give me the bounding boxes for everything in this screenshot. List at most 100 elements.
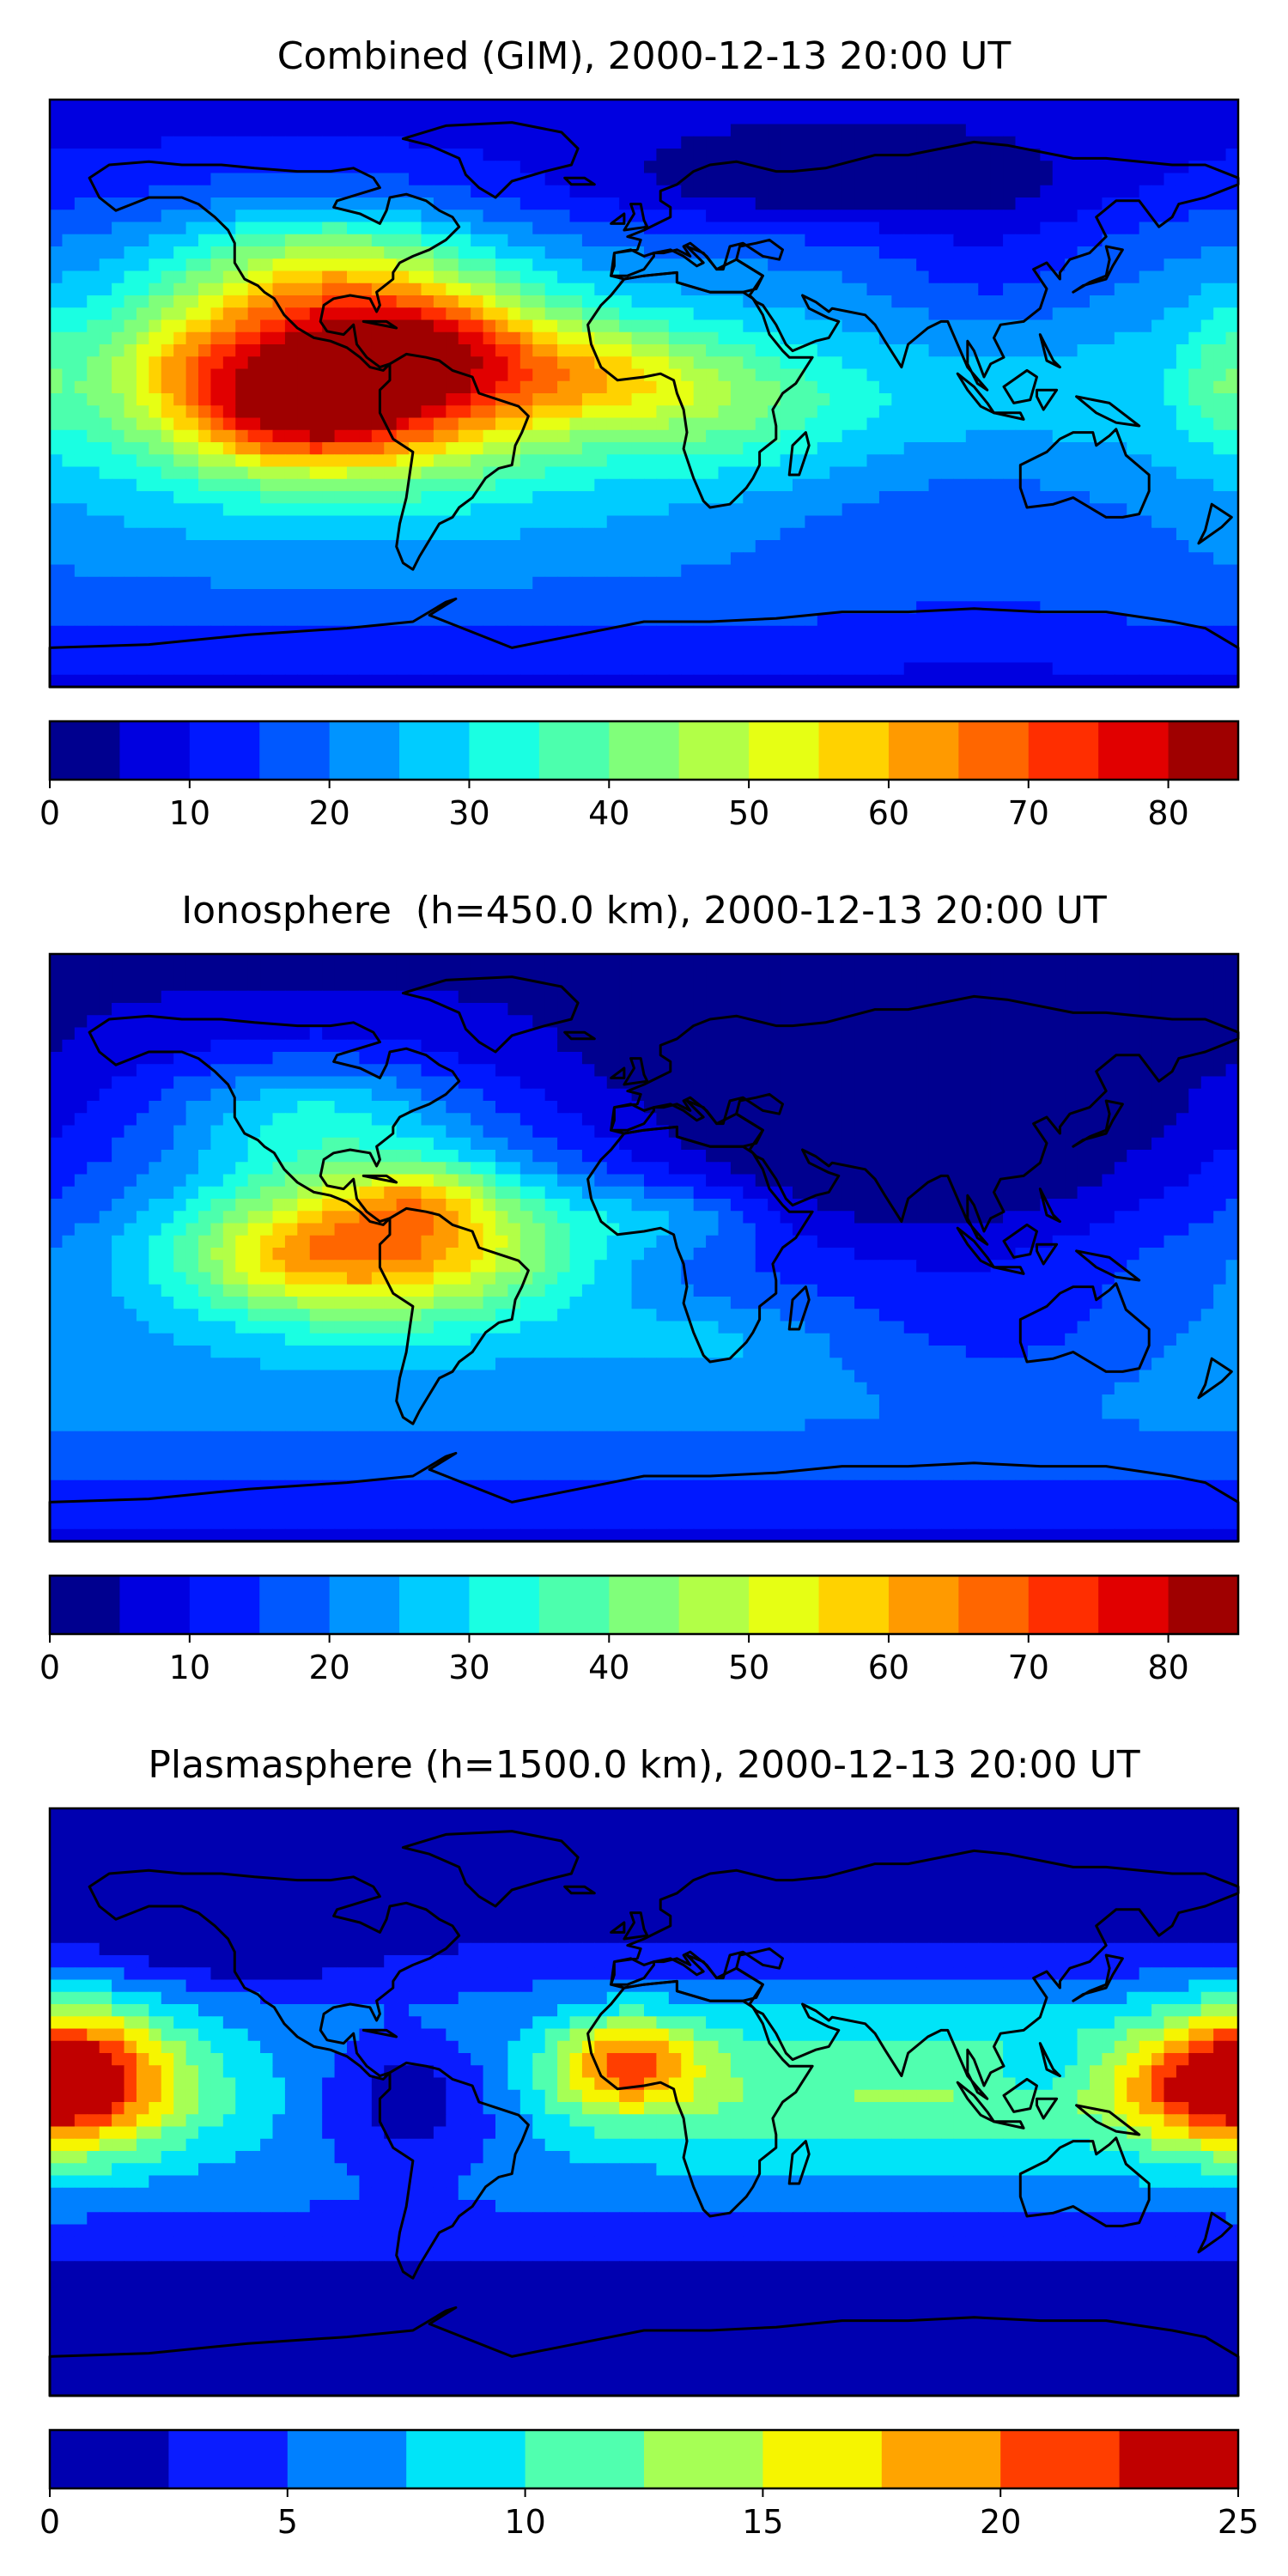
tec-cell bbox=[149, 356, 162, 370]
tec-cell bbox=[409, 966, 422, 980]
tec-cell bbox=[878, 356, 892, 370]
tec-cell bbox=[1127, 356, 1140, 370]
tec-cell bbox=[594, 454, 608, 468]
tec-cell bbox=[433, 540, 447, 553]
tec-cell bbox=[1090, 540, 1103, 553]
tec-cell bbox=[544, 112, 558, 125]
tec-cell bbox=[1176, 978, 1189, 992]
tec-cell bbox=[433, 405, 447, 419]
tec-cell bbox=[309, 112, 323, 125]
tec-cell bbox=[941, 283, 955, 296]
tec-cell bbox=[1176, 234, 1189, 247]
tec-cell bbox=[854, 625, 868, 639]
tec-cell bbox=[854, 331, 868, 345]
tec-cell bbox=[112, 222, 125, 235]
tec-cell bbox=[483, 576, 496, 590]
tec-cell bbox=[557, 417, 571, 431]
tec-cell bbox=[446, 576, 459, 590]
tec-cell bbox=[507, 356, 521, 370]
tec-cell bbox=[1003, 564, 1017, 578]
colorbar-swatch bbox=[259, 721, 331, 780]
tec-cell bbox=[953, 564, 967, 578]
tec-cell bbox=[1114, 185, 1127, 198]
tec-cell bbox=[768, 978, 781, 992]
tec-cell bbox=[371, 625, 385, 639]
tec-cell bbox=[173, 564, 187, 578]
tec-cell bbox=[50, 173, 64, 186]
tec-cell bbox=[1139, 966, 1152, 980]
tec-cell bbox=[1065, 954, 1078, 967]
tec-cell bbox=[718, 100, 732, 112]
tec-cell bbox=[1114, 454, 1127, 468]
tec-cell bbox=[74, 625, 88, 639]
tec-cell bbox=[198, 246, 212, 259]
tec-cell bbox=[1163, 197, 1177, 210]
tec-cell bbox=[569, 454, 583, 468]
tec-cell bbox=[1015, 100, 1029, 112]
tec-cell bbox=[334, 674, 348, 688]
tec-cell bbox=[62, 589, 76, 602]
tec-cell bbox=[1027, 650, 1041, 664]
colorbar-swatch bbox=[609, 721, 680, 780]
tec-cell bbox=[149, 454, 162, 468]
tec-cell bbox=[1065, 344, 1078, 357]
tec-cell bbox=[780, 136, 793, 149]
tec-cell bbox=[656, 222, 670, 235]
tec-cell bbox=[471, 650, 484, 664]
tec-cell bbox=[817, 380, 830, 394]
tec-cell bbox=[1176, 295, 1189, 308]
tec-cell bbox=[780, 295, 793, 308]
tec-cell bbox=[50, 283, 64, 296]
tec-cell bbox=[471, 442, 484, 455]
tec-cell bbox=[458, 576, 471, 590]
tec-cell bbox=[149, 576, 162, 590]
tec-cell bbox=[112, 429, 125, 443]
tec-cell bbox=[631, 331, 645, 345]
tec-cell bbox=[1003, 503, 1017, 517]
tec-cell bbox=[1139, 149, 1152, 161]
tec-cell bbox=[50, 368, 64, 382]
tec-cell bbox=[953, 258, 967, 272]
tec-cell bbox=[706, 613, 720, 627]
tec-cell bbox=[668, 356, 682, 370]
tec-cell bbox=[297, 246, 311, 259]
tec-cell bbox=[446, 552, 459, 566]
tec-cell bbox=[1127, 331, 1140, 345]
tec-cell bbox=[62, 576, 76, 590]
tec-cell bbox=[247, 136, 261, 149]
tec-cell bbox=[532, 674, 546, 688]
tec-cell bbox=[631, 503, 645, 517]
tec-cell bbox=[50, 100, 64, 112]
tec-cell bbox=[780, 283, 793, 296]
tec-cell bbox=[284, 429, 298, 443]
tec-cell bbox=[99, 295, 112, 308]
tec-cell bbox=[841, 564, 855, 578]
tec-cell bbox=[124, 124, 137, 137]
tec-cell bbox=[322, 638, 336, 651]
tec-cell bbox=[260, 185, 274, 198]
tec-cell bbox=[136, 589, 149, 602]
tec-cell bbox=[1065, 222, 1078, 235]
tec-cell bbox=[978, 331, 992, 345]
tec-cell bbox=[581, 540, 595, 553]
tec-cell bbox=[1163, 417, 1177, 431]
tec-cell bbox=[272, 185, 286, 198]
tec-cell bbox=[161, 295, 174, 308]
tec-cell bbox=[780, 100, 793, 112]
tec-cell bbox=[941, 331, 955, 345]
tec-cell bbox=[1176, 491, 1189, 504]
tec-cell bbox=[1139, 650, 1152, 664]
tec-cell bbox=[483, 210, 496, 223]
tec-cell bbox=[74, 466, 88, 480]
tec-cell bbox=[87, 954, 100, 967]
colorbar-swatch bbox=[1028, 721, 1099, 780]
tec-cell bbox=[519, 210, 533, 223]
tec-cell bbox=[210, 491, 224, 504]
tec-cell bbox=[112, 112, 125, 125]
tec-cell bbox=[841, 625, 855, 639]
tec-cell bbox=[446, 625, 459, 639]
tec-cell bbox=[421, 295, 434, 308]
tec-cell bbox=[706, 478, 720, 492]
tec-cell bbox=[409, 234, 422, 247]
tec-cell bbox=[1102, 478, 1115, 492]
